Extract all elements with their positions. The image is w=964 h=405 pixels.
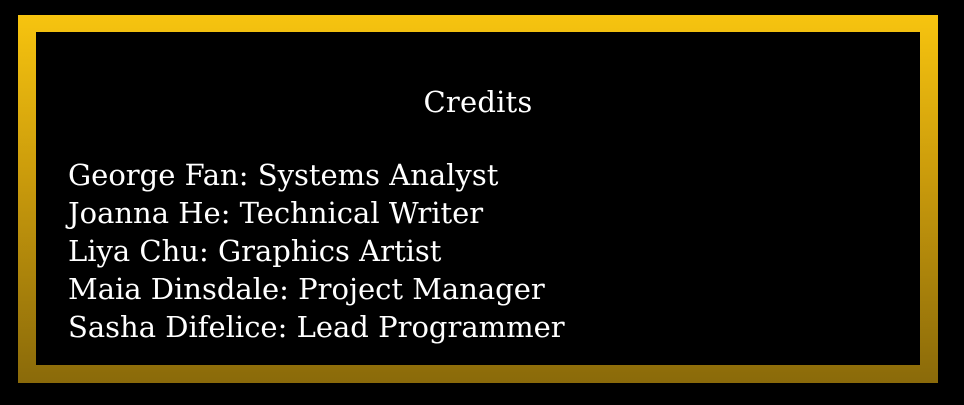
gold-frame: Credits George Fan: Systems Analyst Joan… xyxy=(18,15,938,383)
credit-line: Sasha Difelice: Lead Programmer xyxy=(68,310,565,344)
credits-list: George Fan: Systems Analyst Joanna He: T… xyxy=(68,156,565,346)
credits-title: Credits xyxy=(423,85,533,119)
credit-line: Joanna He: Technical Writer xyxy=(68,196,484,230)
credit-line: Maia Dinsdale: Project Manager xyxy=(68,272,545,306)
credit-line: Liya Chu: Graphics Artist xyxy=(68,234,442,268)
credits-panel: Credits George Fan: Systems Analyst Joan… xyxy=(36,32,920,365)
credit-line: George Fan: Systems Analyst xyxy=(68,158,499,192)
